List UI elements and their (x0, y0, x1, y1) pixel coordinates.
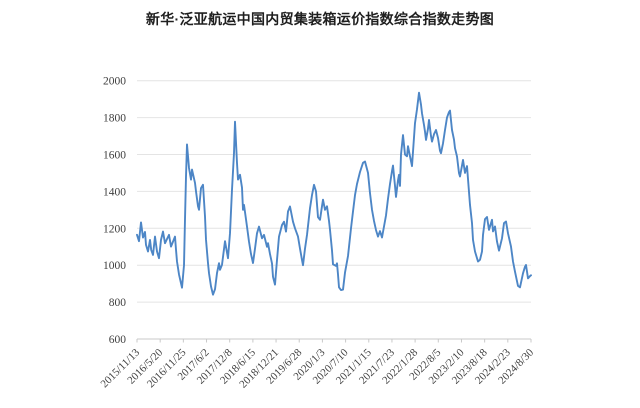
y-tick-label: 1800 (103, 113, 126, 125)
series-line (136, 91, 532, 296)
y-tick-label: 1400 (103, 186, 126, 198)
y-tick-label: 1000 (103, 260, 126, 272)
y-tick-label: 2000 (103, 76, 126, 88)
chart-title: 新华·泛亚航运中国内贸集装箱运价指数综合指数走势图 (145, 11, 495, 27)
y-tick-label: 600 (109, 334, 127, 346)
y-tick-label: 1600 (103, 150, 126, 162)
y-tick-label: 1200 (103, 223, 126, 235)
y-tick-label: 800 (109, 297, 127, 309)
